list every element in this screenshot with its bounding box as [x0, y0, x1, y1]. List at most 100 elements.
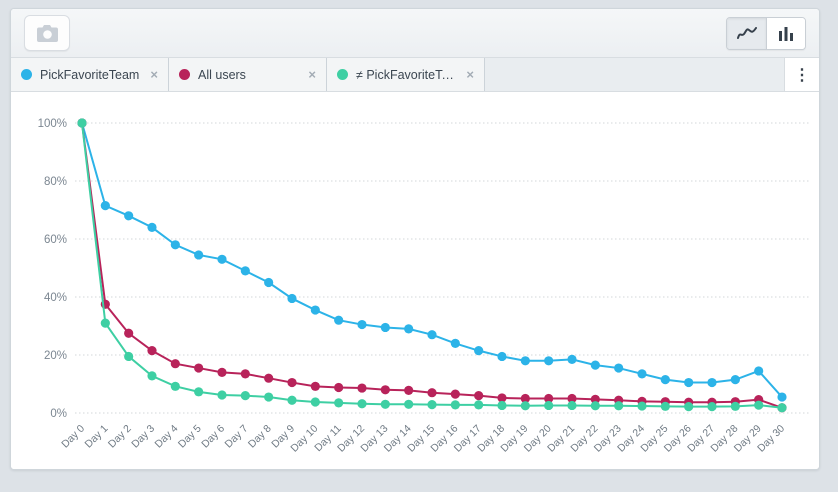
data-point[interactable]	[590, 360, 600, 370]
chip-pickfavoriteteam[interactable]: PickFavoriteTeam ×	[11, 58, 169, 91]
snapshot-button[interactable]	[24, 15, 70, 51]
data-point[interactable]	[590, 401, 600, 411]
data-point[interactable]	[520, 393, 530, 404]
data-point[interactable]	[217, 390, 227, 400]
chip-label: PickFavoriteTeam	[40, 67, 140, 82]
data-point[interactable]	[357, 399, 367, 409]
data-point[interactable]	[170, 381, 180, 391]
data-point[interactable]	[567, 354, 577, 364]
data-point[interactable]	[240, 266, 250, 276]
data-point[interactable]	[287, 377, 297, 388]
line-chart-toggle-button[interactable]	[727, 17, 766, 49]
data-point[interactable]	[427, 388, 437, 398]
data-point[interactable]	[334, 382, 344, 393]
data-point[interactable]	[357, 319, 367, 330]
chip-not-pickfavoriteteam[interactable]: ≠ PickFavoriteTeam… ×	[327, 58, 485, 91]
data-point[interactable]	[637, 369, 647, 379]
close-icon[interactable]: ×	[150, 67, 158, 82]
data-point[interactable]	[380, 385, 390, 395]
data-point[interactable]	[264, 392, 274, 402]
data-point[interactable]	[264, 277, 274, 288]
data-point[interactable]	[544, 393, 554, 404]
close-icon[interactable]: ×	[308, 67, 316, 82]
more-options-button[interactable]: ⋮	[784, 58, 819, 91]
data-point[interactable]	[194, 363, 204, 373]
data-point[interactable]	[334, 398, 344, 408]
data-point[interactable]	[497, 400, 507, 411]
data-point[interactable]	[450, 338, 460, 348]
data-point[interactable]	[380, 322, 390, 333]
data-point[interactable]	[380, 399, 390, 409]
close-icon[interactable]: ×	[466, 67, 474, 82]
data-point[interactable]	[660, 401, 670, 411]
data-point[interactable]	[124, 211, 134, 221]
chart-area: 0% 20% 40% 60% 80% 100% Day 0 Day 1 Day 2 Day 3 Da…	[11, 92, 819, 469]
data-point[interactable]	[310, 397, 320, 407]
data-point[interactable]	[264, 373, 274, 383]
data-point[interactable]	[497, 393, 507, 403]
data-point[interactable]	[170, 359, 180, 369]
data-point[interactable]	[124, 351, 134, 362]
data-point[interactable]	[147, 222, 157, 232]
data-point[interactable]	[450, 389, 460, 399]
data-point[interactable]	[334, 315, 344, 325]
data-point[interactable]	[404, 385, 414, 395]
data-point[interactable]	[660, 375, 670, 385]
data-point[interactable]	[730, 375, 740, 385]
data-point[interactable]	[194, 250, 204, 260]
data-point[interactable]	[777, 392, 787, 402]
data-point[interactable]	[310, 305, 320, 315]
data-point[interactable]	[147, 346, 157, 356]
y-tick-label: 40%	[44, 292, 67, 304]
data-point[interactable]	[240, 369, 250, 379]
data-point[interactable]	[287, 293, 297, 304]
data-point[interactable]	[287, 395, 297, 405]
data-point[interactable]	[707, 377, 717, 388]
data-point[interactable]	[217, 367, 227, 377]
data-point[interactable]	[520, 356, 530, 366]
data-point[interactable]	[614, 363, 624, 373]
data-point[interactable]	[427, 399, 437, 410]
segment-chips-row: PickFavoriteTeam × All users × ≠ PickFav…	[11, 58, 819, 92]
series-color-dot	[21, 69, 32, 80]
line-chart-icon	[736, 25, 757, 41]
data-point[interactable]	[170, 240, 180, 250]
data-point[interactable]	[544, 400, 554, 411]
data-point[interactable]	[357, 383, 367, 393]
bar-chart-toggle-button[interactable]	[766, 17, 805, 49]
data-point[interactable]	[520, 401, 530, 411]
data-point[interactable]	[100, 318, 110, 328]
data-point[interactable]	[147, 371, 157, 381]
data-point[interactable]	[707, 402, 717, 412]
data-point[interactable]	[77, 118, 87, 128]
data-point[interactable]	[124, 328, 134, 338]
data-point[interactable]	[590, 394, 600, 404]
data-point[interactable]	[567, 400, 577, 411]
data-point[interactable]	[684, 377, 694, 388]
data-point[interactable]	[637, 401, 647, 411]
data-point[interactable]	[194, 387, 204, 397]
data-point[interactable]	[497, 351, 507, 362]
data-point[interactable]	[730, 401, 740, 411]
data-point[interactable]	[474, 400, 484, 410]
data-point[interactable]	[404, 399, 414, 409]
data-point[interactable]	[754, 400, 764, 410]
data-point[interactable]	[544, 356, 554, 366]
chip-all-users[interactable]: All users ×	[169, 58, 327, 91]
data-point[interactable]	[684, 402, 694, 412]
data-point[interactable]	[310, 381, 320, 391]
data-point[interactable]	[427, 330, 437, 340]
data-point[interactable]	[100, 201, 110, 211]
data-point[interactable]	[614, 401, 624, 411]
data-point[interactable]	[240, 391, 250, 401]
data-point[interactable]	[217, 254, 227, 264]
data-point[interactable]	[567, 393, 577, 404]
data-point[interactable]	[474, 391, 484, 401]
data-point[interactable]	[404, 324, 414, 334]
data-point[interactable]	[777, 403, 787, 413]
data-point[interactable]	[450, 400, 460, 410]
data-point[interactable]	[754, 366, 764, 376]
y-tick-label: 100%	[38, 118, 67, 130]
data-point[interactable]	[474, 346, 484, 356]
